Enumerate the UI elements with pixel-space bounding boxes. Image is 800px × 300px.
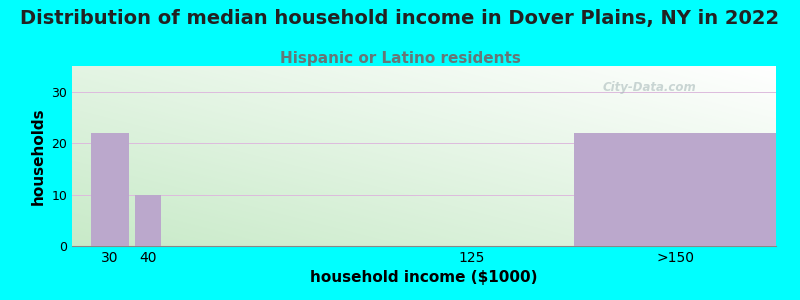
X-axis label: household income ($1000): household income ($1000) bbox=[310, 270, 538, 285]
Text: Hispanic or Latino residents: Hispanic or Latino residents bbox=[279, 51, 521, 66]
Bar bbox=[574, 133, 776, 246]
Text: City-Data.com: City-Data.com bbox=[602, 81, 696, 94]
Y-axis label: households: households bbox=[30, 107, 46, 205]
Text: Distribution of median household income in Dover Plains, NY in 2022: Distribution of median household income … bbox=[21, 9, 779, 28]
Bar bbox=[91, 133, 129, 246]
Bar bbox=[134, 195, 162, 246]
